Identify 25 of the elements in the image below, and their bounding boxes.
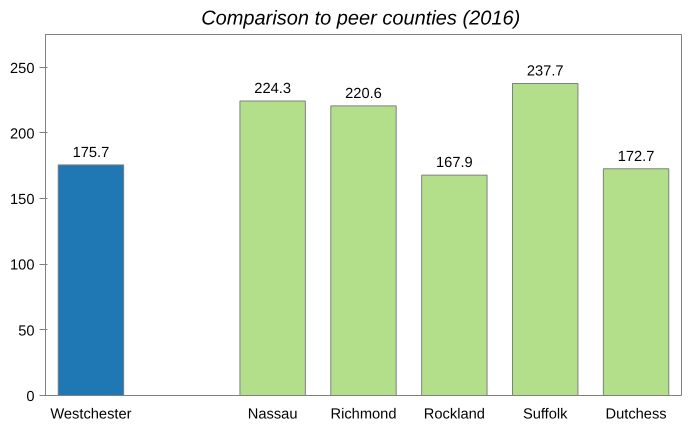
bar — [330, 105, 397, 396]
data-label: 224.3 — [254, 81, 291, 98]
y-tick-label: 200 — [10, 126, 35, 142]
y-tick-label: 50 — [18, 323, 35, 340]
bar — [239, 100, 306, 396]
x-tick-label: Dutchess — [606, 406, 667, 422]
x-tick-label: Rockland — [424, 406, 485, 422]
x-tick-label: Westchester — [50, 406, 132, 422]
data-label: 172.7 — [618, 148, 654, 165]
bar — [602, 168, 670, 396]
bar — [58, 164, 124, 396]
data-label: 167.9 — [436, 155, 473, 172]
x-tick-label: Richmond — [330, 406, 396, 422]
data-label: 220.6 — [345, 86, 382, 102]
bar — [421, 174, 488, 396]
y-tick-label: 100 — [10, 258, 35, 274]
y-tick-label: 0 — [26, 389, 35, 405]
y-tick-label: 250 — [10, 60, 35, 77]
data-label: 175.7 — [72, 144, 110, 161]
x-tick-label: Suffolk — [522, 406, 568, 422]
x-tick-label: Nassau — [248, 406, 298, 422]
bar — [512, 82, 578, 396]
chart-title: Comparison to peer counties (2016) — [201, 8, 520, 30]
data-label: 237.7 — [526, 63, 564, 80]
y-tick-label: 150 — [10, 192, 35, 208]
